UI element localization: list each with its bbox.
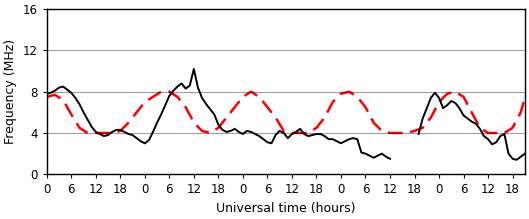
X-axis label: Universal time (hours): Universal time (hours): [216, 202, 355, 215]
Y-axis label: Frequency (MHz): Frequency (MHz): [4, 39, 17, 144]
